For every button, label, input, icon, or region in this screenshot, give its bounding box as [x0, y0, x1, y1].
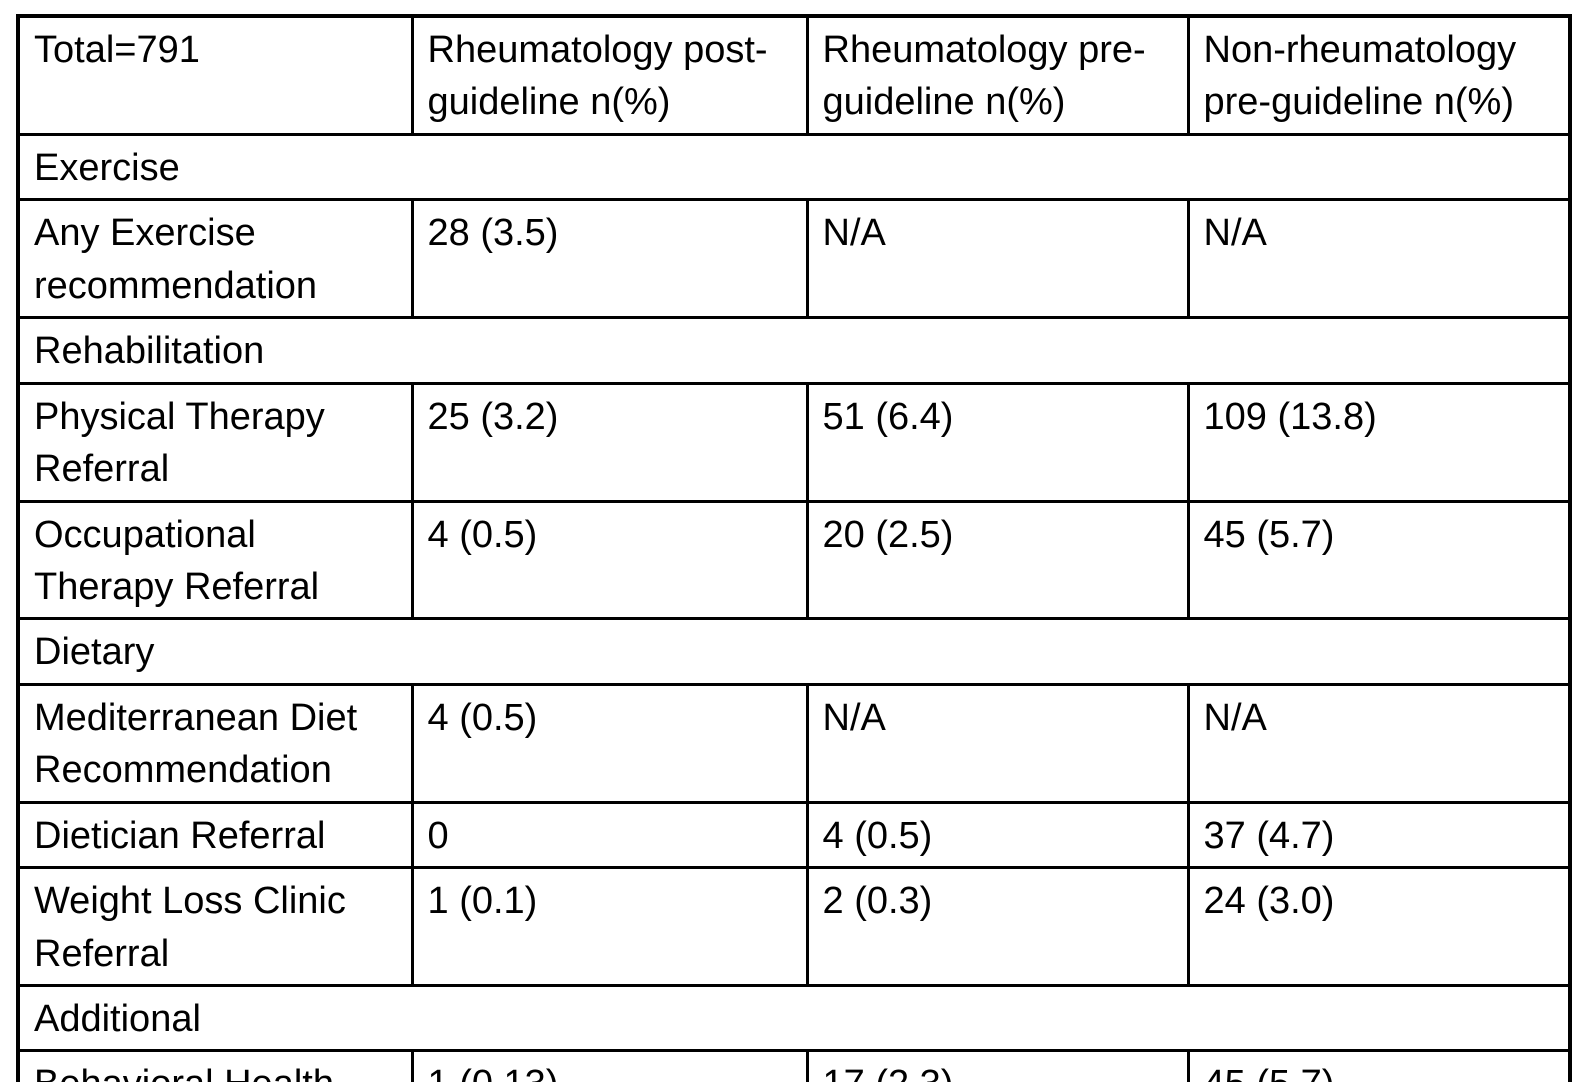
cell-value: 2 (0.3)	[805, 866, 1190, 987]
cell-value: 24 (3.0)	[1186, 866, 1572, 987]
cell-value: 0	[410, 800, 809, 870]
section-row-rehabilitation: Rehabilitation	[16, 316, 1572, 385]
row-label: Behavioral Health Referral	[16, 1049, 414, 1082]
row-label: Weight Loss Clinic Referral	[16, 866, 414, 987]
table-row-weight-loss-clinic: Weight Loss Clinic Referral 1 (0.1) 2 (0…	[16, 866, 1572, 987]
section-row-dietary: Dietary	[16, 617, 1572, 686]
cell-value: 17 (2.3)	[805, 1049, 1190, 1082]
cell-value: 20 (2.5)	[805, 499, 1190, 621]
section-label: Exercise	[16, 132, 1572, 202]
cell-value: N/A	[1186, 682, 1572, 804]
table-row-mediterranean-diet: Mediterranean Diet Recommendation 4 (0.5…	[16, 682, 1572, 804]
cell-value: 25 (3.2)	[410, 381, 809, 503]
section-label: Dietary	[16, 617, 1572, 686]
table-row-occupational-therapy: Occupational Therapy Referral 4 (0.5) 20…	[16, 499, 1572, 621]
row-label: Occupational Therapy Referral	[16, 499, 414, 621]
row-label: Physical Therapy Referral	[16, 381, 414, 503]
header-nonrheum-pre-guideline: Non-rheumatology pre-guideline n(%)	[1186, 14, 1572, 136]
table-row-dietician-referral: Dietician Referral 0 4 (0.5) 37 (4.7)	[16, 800, 1572, 870]
table-header-row: Total=791 Rheumatology post-guideline n(…	[16, 14, 1572, 136]
cell-value: 109 (13.8)	[1186, 381, 1572, 503]
table-row-any-exercise: Any Exercise recommendation 28 (3.5) N/A…	[16, 198, 1572, 320]
row-label: Any Exercise recommendation	[16, 198, 414, 320]
cell-value: 1 (0.13)	[410, 1049, 809, 1082]
cell-value: 1 (0.1)	[410, 866, 809, 987]
cell-value: N/A	[805, 198, 1190, 320]
cell-value: 28 (3.5)	[410, 198, 809, 320]
cell-value: 4 (0.5)	[410, 499, 809, 621]
cell-value: 51 (6.4)	[805, 381, 1190, 503]
cell-value: 45 (5.7)	[1186, 1049, 1572, 1082]
row-label: Mediterranean Diet Recommendation	[16, 682, 414, 804]
header-rheum-pre-guideline: Rheumatology pre-guideline n(%)	[805, 14, 1190, 136]
cell-value: N/A	[1186, 198, 1572, 320]
header-total-cell: Total=791	[16, 14, 414, 136]
row-label: Dietician Referral	[16, 800, 414, 870]
cell-value: 4 (0.5)	[410, 682, 809, 804]
cell-value: N/A	[805, 682, 1190, 804]
table-row-behavioral-health: Behavioral Health Referral 1 (0.13) 17 (…	[16, 1049, 1572, 1082]
outcomes-table: Total=791 Rheumatology post-guideline n(…	[16, 14, 1572, 1082]
header-rheum-post-guideline: Rheumatology post-guideline n(%)	[410, 14, 809, 136]
cell-value: 37 (4.7)	[1186, 800, 1572, 870]
cell-value: 4 (0.5)	[805, 800, 1190, 870]
section-row-additional: Additional	[16, 983, 1572, 1053]
cell-value: 45 (5.7)	[1186, 499, 1572, 621]
section-label: Additional	[16, 983, 1572, 1053]
table-row-physical-therapy: Physical Therapy Referral 25 (3.2) 51 (6…	[16, 381, 1572, 503]
section-label: Rehabilitation	[16, 316, 1572, 385]
section-row-exercise: Exercise	[16, 132, 1572, 202]
